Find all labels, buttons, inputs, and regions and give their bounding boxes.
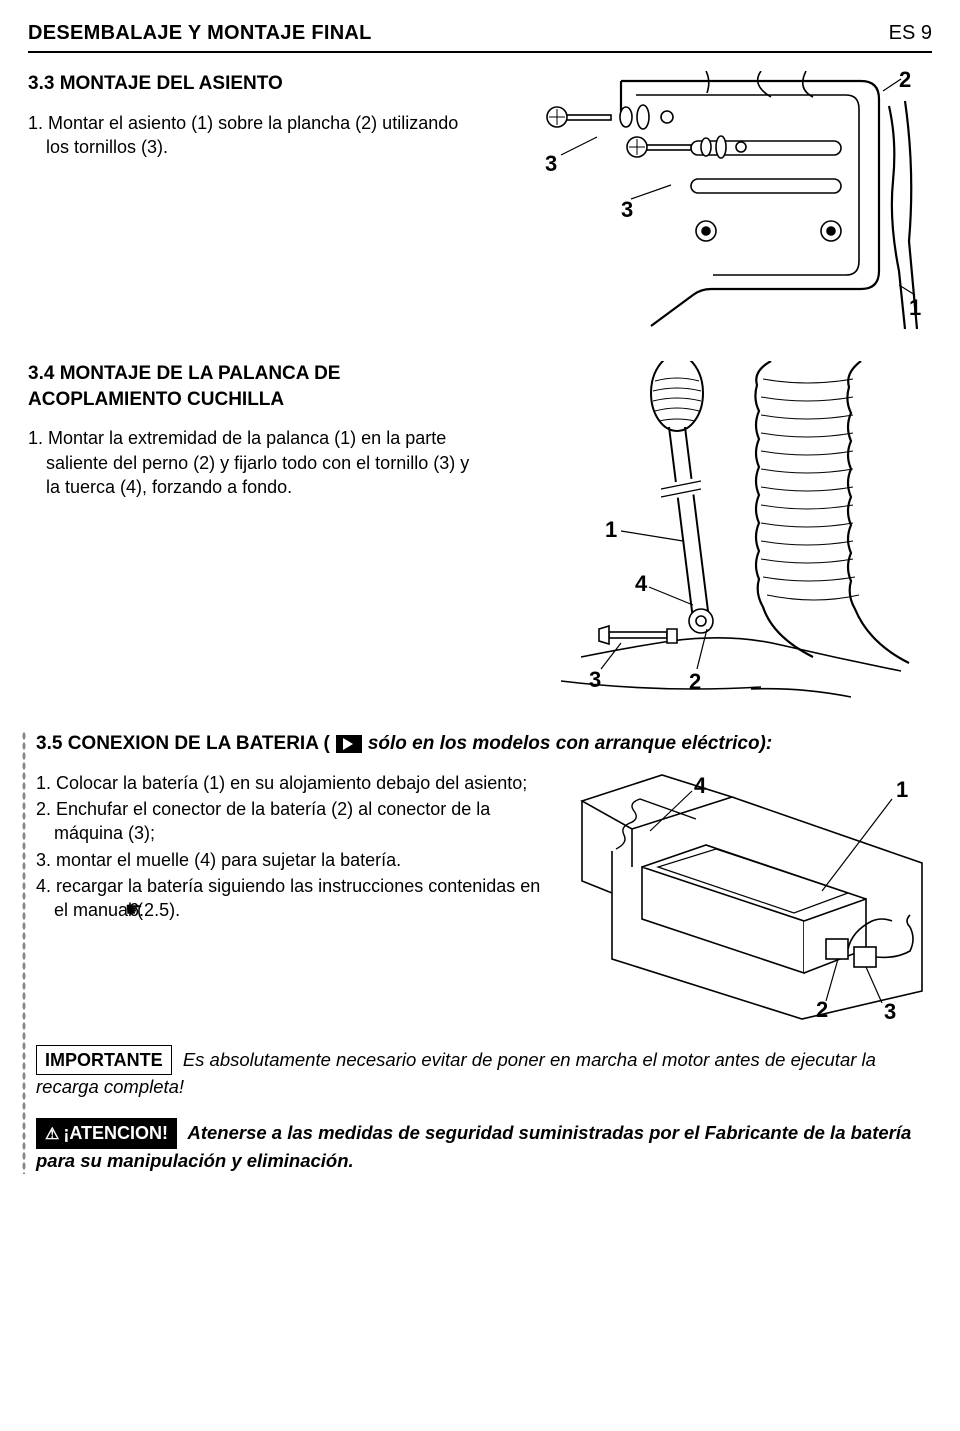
fig34-label-4: 4 (635, 571, 648, 596)
instr-3-3-1: 1. Montar el asiento (1) sobre la planch… (46, 111, 470, 160)
fig33-label-3a: 3 (545, 151, 557, 176)
section-3-4-text: 3.4 MONTAJE DE LA PALANCA DE ACOPLAMIENT… (28, 361, 470, 701)
atencion-paragraph: ⚠¡ATENCION! Atenerse a las medidas de se… (36, 1118, 932, 1174)
atencion-label: ¡ATENCION! (63, 1123, 168, 1143)
header-page: ES 9 (889, 20, 932, 47)
figure-3-4: 1 4 3 2 (490, 361, 932, 701)
fig33-label-3b: 3 (621, 197, 633, 222)
heading-3-4: 3.4 MONTAJE DE LA PALANCA DE ACOPLAMIENT… (28, 361, 470, 412)
heading-3-5: 3.5 CONEXION DE LA BATERIA ( sólo en los… (36, 731, 932, 757)
fig35-label-2: 2 (816, 997, 828, 1021)
atencion-badge: ⚠¡ATENCION! (36, 1118, 177, 1149)
fig34-label-1: 1 (605, 517, 617, 542)
importante-paragraph: IMPORTANTE Es absolutamente necesario ev… (36, 1045, 932, 1100)
fig34-label-2: 2 (689, 669, 701, 694)
fig35-label-4: 4 (694, 773, 707, 798)
instr-3-5-1: 1. Colocar la batería (1) en su alojamie… (54, 771, 552, 795)
fig33-label-2: 2 (899, 71, 911, 92)
figure-3-3-svg: 2 3 3 1 (501, 71, 921, 331)
figure-3-4-svg: 1 4 3 2 (501, 361, 921, 701)
heading-3-3: 3.3 MONTAJE DEL ASIENTO (28, 71, 470, 97)
section-3-3-text: 3.3 MONTAJE DEL ASIENTO 1. Montar el asi… (28, 71, 470, 331)
heading-3-5-post: sólo en los modelos con arranque eléctri… (368, 731, 772, 757)
heading-3-5-pre: 3.5 CONEXION DE LA BATERIA ( (36, 731, 330, 757)
fig33-label-1: 1 (909, 295, 921, 320)
importante-badge: IMPORTANTE (36, 1045, 172, 1075)
instr-3-5-4-ref: 6.2.5 (147, 898, 169, 922)
dotted-sidebar (22, 731, 26, 1174)
instr-3-5-4-post: ). (169, 900, 180, 920)
section-3-3: 3.3 MONTAJE DEL ASIENTO 1. Montar el asi… (28, 71, 932, 331)
instr-3-5-3: 3. montar el muelle (4) para sujetar la … (54, 848, 552, 872)
header-title: DESEMBALAJE Y MONTAJE FINAL (28, 20, 372, 47)
instr-3-5-4-pre: 4. recargar la batería siguiendo las ins… (36, 876, 540, 920)
figure-3-5: 4 1 2 3 (572, 771, 932, 1027)
fig35-label-3: 3 (884, 999, 896, 1021)
figure-3-3: 2 3 3 1 (490, 71, 932, 331)
fig35-label-1: 1 (896, 777, 908, 802)
warning-triangle-icon: ⚠ (45, 1124, 59, 1146)
figure-3-5-svg: 4 1 2 3 (572, 771, 932, 1021)
electric-start-icon (336, 735, 362, 753)
page-header: DESEMBALAJE Y MONTAJE FINAL ES 9 (28, 20, 932, 53)
instr-3-5-4: 4. recargar la batería siguiendo las ins… (54, 874, 552, 923)
instr-3-5-2: 2. Enchufar el conector de la batería (2… (54, 797, 552, 846)
section-3-5-text: 1. Colocar la batería (1) en su alojamie… (36, 771, 552, 925)
fig34-label-3: 3 (589, 667, 601, 692)
section-3-4: 3.4 MONTAJE DE LA PALANCA DE ACOPLAMIENT… (28, 361, 932, 701)
section-3-5: 3.5 CONEXION DE LA BATERIA ( sólo en los… (28, 731, 932, 1174)
instr-3-4-1: 1. Montar la extremidad de la palanca (1… (46, 426, 470, 499)
